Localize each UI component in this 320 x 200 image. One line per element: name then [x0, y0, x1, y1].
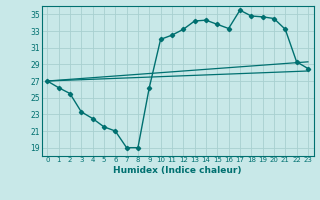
- X-axis label: Humidex (Indice chaleur): Humidex (Indice chaleur): [113, 166, 242, 175]
